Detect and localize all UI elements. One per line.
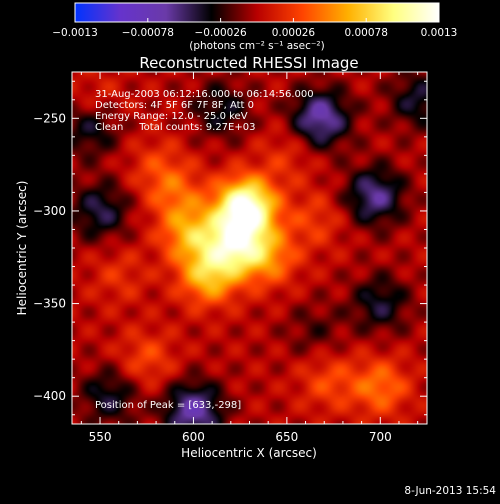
y-tick-label: −250 [33,111,66,125]
x-tick-label: 550 [89,430,112,444]
y-tick-label: −350 [33,297,66,311]
y-tick-label: −400 [33,389,66,403]
peak-position-label: Position of Peak = [633,-298] [95,400,241,411]
y-tick-label: −300 [33,204,66,218]
colorbar: −0.0013 −0.00078 −0.00026 0.00026 0.00078 0.0… [52,2,457,52]
annotation-detectors: Detectors: 4F 5F 6F 7F 8F, Att 0 [95,100,254,111]
x-axis-label: Heliocentric X (arcsec) [181,446,317,460]
colorbar-tick-label: −0.00078 [122,27,174,39]
chart-title: Reconstructed RHESSI Image [139,54,358,72]
annotation-total-counts: Clean Total counts: 9.27E+03 [95,122,255,133]
colorbar-tick-label: 0.0013 [421,27,458,39]
x-tick-label: 650 [275,430,298,444]
heatmap-image [72,72,427,424]
colorbar-tick-label: 0.00026 [272,27,316,39]
y-axis-label: Heliocentric Y (arcsec) [15,181,29,316]
colorbar-tick-label: −0.0013 [52,27,98,39]
colorbar-tick-label: −0.00026 [194,27,247,39]
axis-ticks: 550 600 650 700 −250 −300 −350 −400 [33,72,427,444]
x-tick-label: 700 [369,430,392,444]
annotation-time-range: 31-Aug-2003 06:12:16.000 to 06:14:56.000 [95,89,314,100]
annotation-energy-range: Energy Range: 12.0 - 25.0 keV [95,111,248,122]
colorbar-gradient [74,2,440,23]
annotation-block: 31-Aug-2003 06:12:16.000 to 06:14:56.000… [95,89,314,133]
x-tick-label: 600 [182,430,205,444]
colorbar-ticks: −0.0013 −0.00078 −0.00026 0.00026 0.00078 0.0… [52,18,457,39]
colorbar-units-label: (photons cm⁻² s⁻¹ asec⁻²) [189,40,324,52]
heatmap-plot-area: 550 600 650 700 −250 −300 −350 −400 [33,71,428,444]
colorbar-tick-label: 0.00078 [344,27,387,39]
footer-date: 8-Jun-2013 15:54 [404,485,496,497]
